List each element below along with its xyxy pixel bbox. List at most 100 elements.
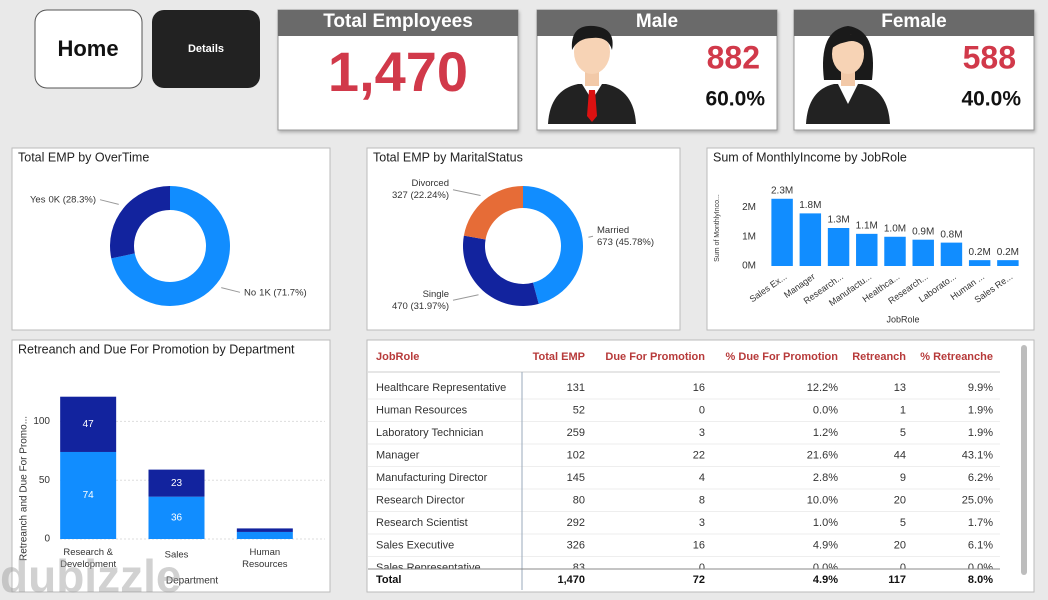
chart-title: Total EMP by OverTime [18,150,149,164]
kpi-percent: 60.0% [705,88,765,111]
table-cell: 6.1% [968,539,993,551]
data-label: 0.2M [997,247,1019,258]
x-tick-wrap: Human Resources [242,547,287,570]
table-header: % Due For Promotion [726,351,839,363]
table-cell: 2.8% [813,472,838,484]
bar [884,236,906,266]
table-total: Total [376,574,401,586]
table-cell: 326 [567,539,585,551]
x-tick-label: Sales [165,550,189,561]
slice-value: 470 (31.97%) [392,301,449,312]
chart-title: Total EMP by MaritalStatus [373,150,523,164]
slice-category: Single [423,289,449,300]
home-label: Home [57,36,118,61]
female-icon [806,26,890,124]
y-tick-label: 50 [39,475,51,486]
scrollbar[interactable] [1021,345,1027,575]
table-cell: 21.6% [807,449,838,461]
bar [827,228,850,266]
x-tick-wrap: Research & Development [60,547,117,570]
x-tick-label: Research & Development [60,547,117,570]
table-cell: 6.2% [968,472,993,484]
table-total: 72 [693,574,705,586]
table-cell: Laboratory Technician [376,427,483,439]
slice-label: No 1K (71.7%) [244,287,307,298]
data-label: 74 [83,490,95,501]
bar-segment [148,496,205,539]
table-cell: 1.2% [813,427,838,439]
slice-category: Married [597,225,629,236]
table-cell: 5 [900,427,906,439]
table-total: 8.0% [968,574,993,586]
slice-label: Yes 0K (28.3%) [30,194,96,205]
table-cell: 4 [699,472,705,484]
table-header: JobRole [376,351,419,363]
table-cell: 10.0% [807,494,838,506]
y-tick-label: 0 [44,534,50,545]
y-tick-label: 0M [742,261,756,272]
table-cell: Sales Executive [376,539,454,551]
table-cell: 0.0% [968,562,993,574]
y-axis-title: Retreanch and Due For Promo... [19,416,30,561]
table-cell: 1.0% [813,517,838,529]
table-cell: 1.7% [968,517,993,529]
data-label: 1.3M [827,215,849,226]
y-axis-title: Sum of MonthlyInco... [714,194,721,262]
table-cell: 12.2% [807,382,838,394]
table-cell: 9.9% [968,382,993,394]
slice-value: 0K (28.3%) [48,194,96,205]
bar-segment [60,451,117,539]
donut-slice [111,186,230,307]
details-button[interactable] [152,10,260,88]
table-cell: 259 [567,427,585,439]
kpi-header [278,10,518,36]
kpi-value: 588 [963,39,1016,75]
table-cell: Research Scientist [376,517,468,529]
table-cell: Manager [376,449,420,461]
leader-line [452,189,481,196]
data-label: 1.8M [799,200,821,211]
table-cell: 9 [900,472,906,484]
table-header: Retreanch [852,351,906,363]
y-tick-label: 1M [742,231,756,242]
table-cell: 3 [699,517,705,529]
y-tick-label: 2M [742,202,756,213]
bar [968,260,991,266]
bar [940,242,963,266]
table-total: 1,470 [557,574,585,586]
bar [997,260,1019,266]
table-cell: Research Director [376,494,465,506]
data-label: 2.3M [771,185,793,196]
bar [771,198,793,266]
table-cell: 0 [699,404,705,416]
table-cell: 145 [567,472,585,484]
slice-category: No [244,287,256,298]
table-cell: 5 [900,517,906,529]
slice-value: 327 (22.24%) [392,190,449,201]
table-header: Due For Promotion [605,351,705,363]
watermark: dubizzle [0,550,181,600]
kpi-title: Total Employees [323,11,473,32]
slice-value: 1K (71.7%) [259,287,307,298]
table-header: % Retreanche [920,351,993,363]
bar-segment [60,396,117,452]
table-cell: Human Resources [376,404,468,416]
male-icon [548,25,636,124]
x-axis-title: Department [166,576,218,587]
bar [912,239,934,266]
table-cell: 43.1% [962,449,993,461]
x-axis-title: JobRole [886,314,919,324]
table-cell: 16 [693,539,705,551]
home-button[interactable] [34,9,143,89]
data-label: 0.9M [912,226,934,237]
table-cell: 52 [573,404,585,416]
data-label: 1.1M [856,220,878,231]
bar-segment [236,531,293,539]
table-header: Total EMP [533,351,585,363]
table-total: 4.9% [813,574,838,586]
table-cell: 0.0% [813,404,838,416]
donut-slice [463,235,539,307]
table-cell: 22 [693,449,705,461]
